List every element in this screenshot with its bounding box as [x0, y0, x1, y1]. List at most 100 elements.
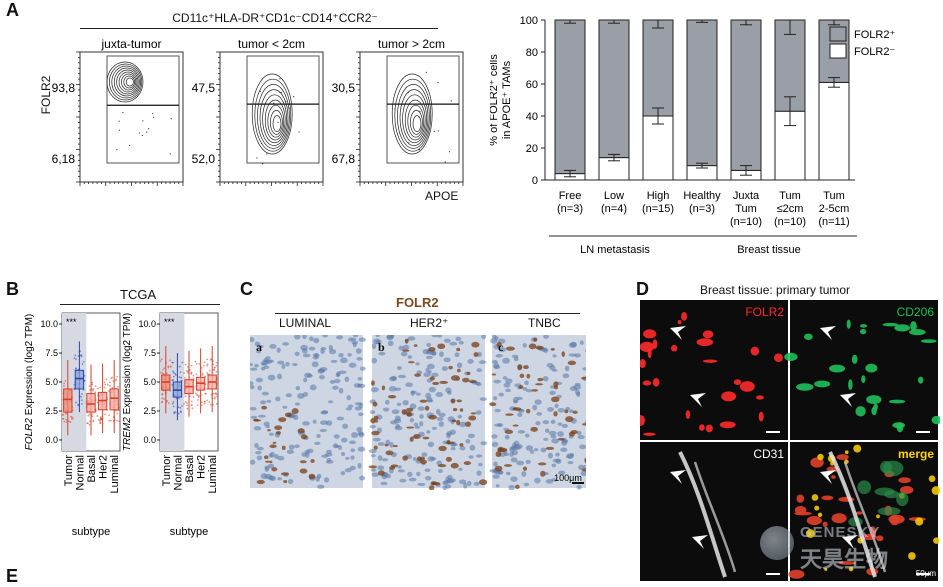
- watermark-logo-icon: [760, 526, 794, 560]
- fluor-cell-signal: [720, 421, 736, 428]
- flow-contour: [413, 116, 421, 132]
- ihc-nucleus: [285, 362, 289, 366]
- ihc-nucleus: [577, 485, 582, 490]
- fluor-cell-signal: [861, 375, 865, 383]
- boxplot-point: [108, 414, 110, 416]
- boxplot-box: [64, 389, 72, 412]
- ihc-nucleus: [341, 452, 345, 456]
- boxplot-point: [169, 359, 171, 361]
- ihc-nucleus: [340, 357, 348, 363]
- ihc-nucleus: [282, 342, 289, 346]
- ihc-nucleus: [358, 431, 364, 435]
- bar-y-axis-label-line2: in APOE⁺ TAMs: [501, 60, 513, 139]
- boxplot-point: [100, 416, 102, 418]
- fluor-image: CD206: [784, 300, 940, 440]
- boxplot-point: [104, 387, 106, 389]
- flow-contour: [397, 84, 429, 148]
- ihc-nucleus: [288, 479, 293, 484]
- ihc-scalebar-label: 100μm: [554, 473, 582, 483]
- ihc-nucleus: [265, 356, 270, 360]
- ihc-nucleus: [543, 438, 548, 441]
- ihc-nucleus: [419, 421, 423, 426]
- fluor-cell-signal: [866, 395, 881, 404]
- ihc-folr2-stain: [471, 412, 477, 414]
- fluor-cell-signal: [671, 345, 677, 352]
- boxplot-point: [182, 362, 184, 364]
- ihc-folr2-stain: [573, 411, 578, 414]
- ihc-nucleus: [333, 443, 339, 448]
- legend-swatch-folr2-positive: [830, 27, 846, 41]
- ihc-nucleus: [548, 453, 553, 459]
- boxplot-point: [206, 399, 208, 401]
- flow-event-dot: [261, 143, 262, 144]
- ihc-folr2-stain: [537, 378, 543, 381]
- fluor-merge-signal: [812, 494, 819, 501]
- ihc-nucleus: [467, 359, 473, 364]
- fluor-cell-signal: [829, 365, 845, 373]
- boxplot-y-tick-label: 7.5: [143, 348, 156, 358]
- flow-contour: [117, 70, 139, 94]
- boxplot-point: [103, 382, 105, 384]
- ihc-folr2-stain: [374, 416, 379, 420]
- ihc-folr2-stain: [568, 361, 576, 366]
- ihc-folr2-stain: [473, 352, 478, 357]
- ihc-folr2-stain: [269, 461, 272, 463]
- ihc-nucleus: [358, 384, 362, 387]
- ihc-folr2-stain: [551, 397, 559, 403]
- ihc-nucleus: [269, 344, 276, 349]
- bar-y-tick-label: 0: [532, 175, 538, 187]
- boxplot-point: [179, 366, 181, 368]
- boxplot-point: [204, 403, 206, 405]
- ihc-nucleus: [492, 442, 499, 447]
- ihc-nucleus: [491, 434, 497, 438]
- ihc-nucleus: [320, 429, 327, 432]
- ihc-nucleus: [356, 348, 362, 354]
- flow-contour: [270, 110, 282, 134]
- bar-category-label: Low: [604, 190, 624, 202]
- boxplot-point: [167, 366, 169, 368]
- ihc-nucleus: [265, 360, 272, 364]
- ihc-nucleus: [257, 385, 262, 390]
- fluor-title: Breast tissue: primary tumor: [700, 283, 850, 297]
- ihc-folr2-stain: [497, 447, 503, 452]
- fluor-cell-signal: [703, 330, 714, 338]
- flow-event-dot: [119, 121, 120, 122]
- boxplot-point: [216, 396, 218, 398]
- ihc-nucleus: [562, 424, 568, 428]
- ihc-nucleus: [310, 385, 317, 391]
- flow-event-dot: [419, 111, 420, 112]
- boxplot-point: [180, 371, 182, 373]
- flow-gate-title: CD11c⁺HLA-DR⁺CD1c⁻CD14⁺CCR2⁻: [110, 11, 440, 25]
- boxplot-y-tick-label: 7.5: [45, 348, 58, 358]
- ihc-nucleus: [425, 368, 429, 372]
- ihc-folr2-stain: [571, 430, 578, 434]
- ihc-nucleus: [474, 482, 480, 486]
- flow-event-dot: [293, 96, 294, 97]
- ihc-nucleus: [270, 452, 275, 458]
- ihc-folr2-stain: [520, 374, 525, 378]
- ihc-folr2-stain: [402, 349, 409, 351]
- boxplot-point: [210, 404, 212, 406]
- ihc-nucleus: [493, 363, 499, 369]
- ihc-nucleus: [407, 472, 413, 477]
- ihc-nucleus: [543, 376, 549, 381]
- ihc-image: a: [250, 335, 366, 489]
- ihc-nucleus: [444, 358, 451, 363]
- flow-event-dot: [289, 108, 290, 109]
- ihc-folr2-stain: [406, 426, 414, 428]
- ihc-nucleus: [460, 446, 466, 450]
- boxplot-point: [201, 404, 203, 406]
- legend-swatch-folr2-negative: [830, 44, 846, 58]
- ihc-nucleus: [334, 434, 340, 439]
- flow-lower-percent: 6,18: [52, 152, 76, 166]
- fluor-cell-signal: [883, 323, 899, 326]
- ihc-nucleus: [350, 448, 355, 452]
- fluor-cell-signal: [847, 320, 851, 329]
- ihc-folr2-stain: [373, 402, 378, 407]
- flow-plot-title: tumor > 2cm: [378, 37, 445, 51]
- boxplot-point: [87, 415, 89, 417]
- ihc-nucleus: [416, 393, 421, 396]
- ihc-nucleus: [258, 415, 266, 418]
- ihc-nucleus: [468, 434, 475, 439]
- ihc-nucleus: [467, 481, 472, 486]
